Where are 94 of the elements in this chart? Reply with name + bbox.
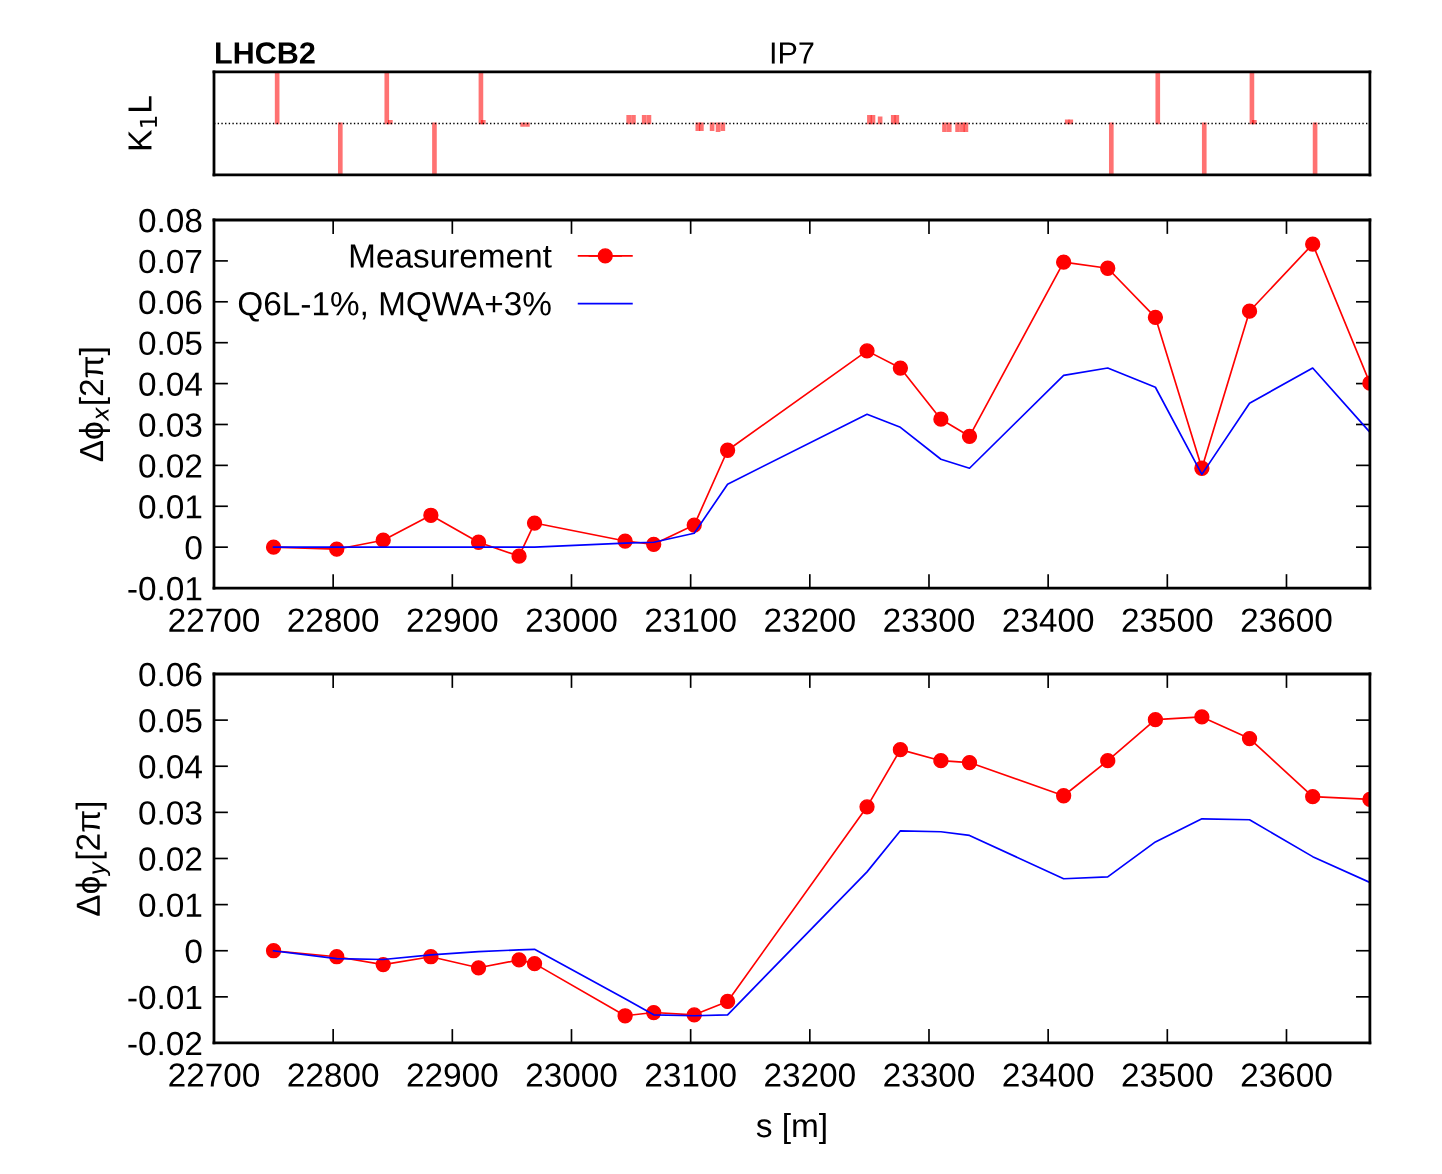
bar [699, 122, 704, 131]
y-tick-label: 0.06 [139, 662, 202, 687]
y-axis-title: Δϕ$_{x}$[2π] [78, 348, 110, 462]
point [892, 360, 909, 376]
bar [432, 122, 437, 175]
point [1056, 254, 1072, 270]
x-tick-label: 23500 [1122, 1063, 1213, 1087]
point [1241, 303, 1258, 319]
x-tick-label: 23100 [645, 608, 736, 632]
x-tick-label: 23000 [526, 608, 617, 632]
x-tick-label: 23500 [1122, 608, 1213, 632]
point [719, 993, 736, 1010]
point [511, 548, 527, 564]
x-tick-label: 23200 [765, 1063, 855, 1087]
y-tick-label: 0 [185, 535, 202, 560]
bar [1108, 122, 1114, 175]
x-tick-label: 22800 [288, 1063, 379, 1087]
point [892, 741, 909, 758]
x-tick-label: 23600 [1241, 608, 1332, 632]
bar [641, 114, 647, 125]
point [1147, 309, 1164, 325]
bar [1155, 71, 1161, 125]
point [511, 952, 527, 968]
x-tick-label: 23300 [884, 608, 975, 632]
y-tick-label: 0.06 [139, 290, 202, 315]
bar [1251, 120, 1257, 125]
bar [894, 114, 900, 125]
bar [942, 122, 947, 133]
bar [1068, 119, 1074, 125]
point [1100, 260, 1116, 276]
point [423, 507, 439, 523]
y-axis-title: Δϕ$_{y}$[2π] [75, 803, 111, 916]
y-tick-label: 0.07 [139, 249, 202, 274]
bar [631, 114, 636, 125]
bar [626, 114, 632, 125]
text: LHCB2 [216, 42, 315, 64]
y-axis-title: K$_{1}$L [128, 96, 157, 150]
y-tick-label: 0.01 [139, 893, 202, 918]
y-tick-label: 0.05 [139, 708, 202, 733]
y-tick-label: 0.02 [139, 454, 202, 478]
point [1305, 236, 1321, 252]
point [265, 943, 282, 959]
point [961, 428, 978, 444]
point [719, 442, 736, 458]
x-axis-title: s [m] [756, 1112, 826, 1145]
x-tick-label: 23600 [1241, 1063, 1332, 1087]
point [933, 411, 949, 427]
point [375, 532, 391, 548]
y-tick-label: 0.05 [139, 331, 202, 356]
y-tick-label: -0.02 [128, 1031, 202, 1056]
legend-label: Q6L-1%, MQWA+3% [238, 291, 551, 322]
x-tick-label: 23400 [1003, 608, 1094, 632]
y-tick-label: 0.01 [139, 495, 202, 519]
point [375, 956, 391, 973]
y-tick-label: 0.02 [139, 847, 202, 871]
bar [337, 122, 343, 175]
x-tick-label: 23400 [1003, 1063, 1094, 1087]
point [859, 343, 875, 359]
bar [946, 122, 952, 133]
bar [384, 71, 390, 125]
legend-label: Measurement [350, 244, 552, 268]
point [526, 956, 543, 972]
x-tick-label: 23000 [526, 1063, 617, 1087]
y-tick-label: -0.01 [128, 985, 202, 1010]
x-tick-label: 22800 [288, 608, 379, 632]
point [1100, 753, 1116, 769]
point [961, 754, 978, 771]
point [1056, 788, 1072, 804]
point [1147, 712, 1164, 728]
x-tick-label: 23200 [765, 608, 855, 632]
x-tick-label: 22700 [169, 608, 260, 632]
point [1241, 730, 1258, 747]
y-tick-label: -0.01 [128, 576, 202, 601]
point [859, 799, 875, 815]
x-tick-label: 23300 [884, 1063, 975, 1087]
point [617, 1008, 633, 1024]
bar [955, 122, 960, 133]
y-tick-label: 0 [185, 939, 202, 964]
x-tick-label: 22900 [407, 608, 498, 632]
x-tick-label: 22700 [169, 1063, 260, 1087]
y-tick-label: 0.03 [139, 413, 202, 437]
bar [1201, 122, 1207, 175]
point [933, 753, 949, 769]
point [526, 515, 543, 531]
y-tick-label: 0.04 [139, 372, 202, 396]
point [470, 960, 487, 976]
x-tick-label: 22900 [407, 1063, 498, 1087]
y-tick-label: 0.03 [139, 801, 202, 825]
y-tick-label: 0.08 [139, 208, 202, 233]
point [1305, 789, 1321, 805]
x-tick-label: 23100 [645, 1063, 736, 1087]
y-tick-label: 0.04 [139, 755, 202, 779]
point [1194, 709, 1210, 725]
text: IP7 [771, 42, 814, 64]
